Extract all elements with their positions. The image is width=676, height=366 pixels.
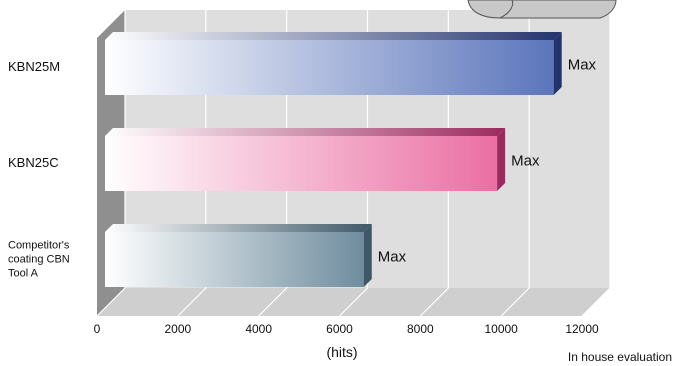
x-axis-ticks: 0 2000 4000 6000 8000 10000 12000 <box>94 322 599 336</box>
bar-top-face-2 <box>105 224 372 232</box>
x-tick-label-2: 4000 <box>245 322 272 336</box>
gridline-floor-3 <box>339 287 368 317</box>
bar-front-face-1 <box>105 136 498 191</box>
bar-value-label-1: Max <box>511 152 540 169</box>
bar-top-face-1 <box>105 128 506 136</box>
gridline-floor-2 <box>258 287 288 317</box>
bar-end-face-2 <box>363 224 372 287</box>
x-axis-label: (hits) <box>326 344 357 360</box>
category-label-2-line-2: Tool A <box>8 267 39 279</box>
bar-0 <box>105 32 562 95</box>
category-label-0-line-0: KBN25M <box>8 59 60 74</box>
category-label-2-line-0: Competitor's <box>8 239 70 251</box>
x-tick-label-1: 2000 <box>164 322 191 336</box>
bar-end-face-0 <box>553 32 562 95</box>
bar-value-label-0: Max <box>568 56 597 73</box>
bar-end-face-1 <box>497 128 506 191</box>
chart-bars: Max Max Max <box>105 32 597 287</box>
category-labels: KBN25M KBN25C Competitor's coating CBN Tool … <box>8 59 70 279</box>
gridline-floor-5 <box>500 287 530 317</box>
x-tick-label-5: 10000 <box>484 322 518 336</box>
bar-front-face-0 <box>105 40 554 95</box>
bar-1 <box>105 128 506 191</box>
x-tick-label-6: 12000 <box>565 322 599 336</box>
x-tick-label-4: 8000 <box>407 322 434 336</box>
x-tick-label-3: 6000 <box>326 322 353 336</box>
category-label-1-line-0: KBN25C <box>8 155 59 170</box>
category-label-2-line-1: coating CBN <box>8 253 70 265</box>
bar-front-face-2 <box>105 232 364 287</box>
top-right-decoration <box>467 0 617 19</box>
bar-2 <box>105 224 372 287</box>
gridline-floor-1 <box>177 287 207 317</box>
evaluation-note: In house evaluation <box>568 350 672 364</box>
gridline-floor-4 <box>419 287 449 317</box>
gridline-floor-6 <box>581 287 611 317</box>
bar-top-face-0 <box>105 32 562 40</box>
x-tick-label-0: 0 <box>94 322 101 336</box>
bar-value-label-2: Max <box>378 248 407 265</box>
gridline-floor-0 <box>96 287 126 317</box>
